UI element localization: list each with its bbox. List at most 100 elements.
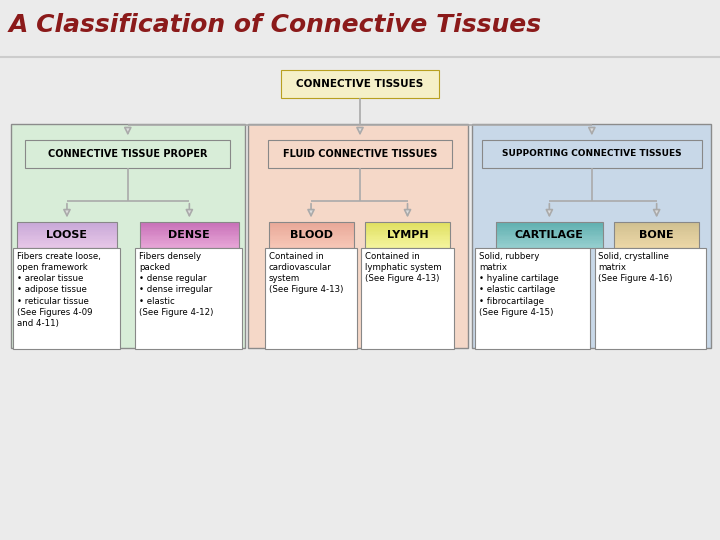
FancyBboxPatch shape xyxy=(482,140,701,168)
Text: DENSE: DENSE xyxy=(168,230,210,240)
FancyBboxPatch shape xyxy=(496,242,603,244)
FancyBboxPatch shape xyxy=(269,239,354,240)
FancyBboxPatch shape xyxy=(496,234,603,235)
FancyBboxPatch shape xyxy=(365,238,450,239)
Text: BLOOD: BLOOD xyxy=(289,230,333,240)
FancyBboxPatch shape xyxy=(17,234,117,235)
FancyBboxPatch shape xyxy=(614,247,699,248)
FancyBboxPatch shape xyxy=(472,124,711,348)
FancyBboxPatch shape xyxy=(496,235,603,236)
FancyBboxPatch shape xyxy=(269,225,354,226)
FancyBboxPatch shape xyxy=(365,245,450,247)
Text: LOOSE: LOOSE xyxy=(47,230,87,240)
FancyBboxPatch shape xyxy=(496,240,603,241)
FancyBboxPatch shape xyxy=(140,244,239,245)
Text: CONNECTIVE TISSUES: CONNECTIVE TISSUES xyxy=(297,79,423,89)
FancyBboxPatch shape xyxy=(17,239,117,240)
FancyBboxPatch shape xyxy=(365,244,450,245)
FancyBboxPatch shape xyxy=(140,227,239,228)
FancyBboxPatch shape xyxy=(269,235,354,236)
FancyBboxPatch shape xyxy=(140,231,239,232)
FancyBboxPatch shape xyxy=(496,228,603,230)
FancyBboxPatch shape xyxy=(17,230,117,231)
FancyBboxPatch shape xyxy=(17,247,117,248)
FancyBboxPatch shape xyxy=(17,244,117,245)
FancyBboxPatch shape xyxy=(140,234,239,235)
FancyBboxPatch shape xyxy=(614,240,699,241)
FancyBboxPatch shape xyxy=(269,247,354,248)
FancyBboxPatch shape xyxy=(269,231,354,232)
FancyBboxPatch shape xyxy=(17,240,117,241)
FancyBboxPatch shape xyxy=(365,232,450,234)
FancyBboxPatch shape xyxy=(365,234,450,235)
Text: A Classification of Connective Tissues: A Classification of Connective Tissues xyxy=(9,14,541,37)
FancyBboxPatch shape xyxy=(614,234,699,235)
FancyBboxPatch shape xyxy=(614,244,699,245)
Text: BONE: BONE xyxy=(639,230,674,240)
FancyBboxPatch shape xyxy=(614,241,699,242)
FancyBboxPatch shape xyxy=(140,222,239,223)
FancyBboxPatch shape xyxy=(496,239,603,240)
FancyBboxPatch shape xyxy=(365,225,450,226)
Text: CARTILAGE: CARTILAGE xyxy=(515,230,584,240)
FancyBboxPatch shape xyxy=(614,235,699,236)
FancyBboxPatch shape xyxy=(17,241,117,242)
FancyBboxPatch shape xyxy=(365,241,450,242)
FancyBboxPatch shape xyxy=(281,70,439,98)
FancyBboxPatch shape xyxy=(140,242,239,244)
FancyBboxPatch shape xyxy=(365,222,450,223)
FancyBboxPatch shape xyxy=(365,247,450,248)
FancyBboxPatch shape xyxy=(140,223,239,225)
FancyBboxPatch shape xyxy=(269,241,354,242)
FancyBboxPatch shape xyxy=(17,238,117,239)
FancyBboxPatch shape xyxy=(269,242,354,244)
FancyBboxPatch shape xyxy=(496,241,603,242)
FancyBboxPatch shape xyxy=(269,244,354,245)
FancyBboxPatch shape xyxy=(269,245,354,247)
FancyBboxPatch shape xyxy=(496,225,603,226)
FancyBboxPatch shape xyxy=(365,235,450,236)
FancyBboxPatch shape xyxy=(496,245,603,247)
FancyBboxPatch shape xyxy=(365,230,450,231)
FancyBboxPatch shape xyxy=(496,222,603,223)
FancyBboxPatch shape xyxy=(614,230,699,231)
Text: Contained in
lymphatic system
(See Figure 4-13): Contained in lymphatic system (See Figur… xyxy=(365,252,441,284)
FancyBboxPatch shape xyxy=(269,226,354,227)
Text: FLUID CONNECTIVE TISSUES: FLUID CONNECTIVE TISSUES xyxy=(283,149,437,159)
FancyBboxPatch shape xyxy=(140,245,239,247)
FancyBboxPatch shape xyxy=(614,223,699,225)
FancyBboxPatch shape xyxy=(595,248,706,349)
Text: Fibers densely
packed
• dense regular
• dense irregular
• elastic
(See Figure 4-: Fibers densely packed • dense regular • … xyxy=(139,252,213,316)
FancyBboxPatch shape xyxy=(140,232,239,234)
FancyBboxPatch shape xyxy=(17,231,117,232)
FancyBboxPatch shape xyxy=(496,232,603,234)
FancyBboxPatch shape xyxy=(248,124,468,348)
FancyBboxPatch shape xyxy=(269,222,354,223)
Text: Fibers create loose,
open framework
• areolar tissue
• adipose tissue
• reticula: Fibers create loose, open framework • ar… xyxy=(17,252,100,328)
FancyBboxPatch shape xyxy=(17,236,117,238)
FancyBboxPatch shape xyxy=(365,228,450,230)
FancyBboxPatch shape xyxy=(17,226,117,227)
FancyBboxPatch shape xyxy=(496,230,603,231)
FancyBboxPatch shape xyxy=(365,236,450,238)
FancyBboxPatch shape xyxy=(140,226,239,227)
FancyBboxPatch shape xyxy=(496,247,603,248)
FancyBboxPatch shape xyxy=(269,230,354,231)
FancyBboxPatch shape xyxy=(140,230,239,231)
FancyBboxPatch shape xyxy=(614,227,699,228)
FancyBboxPatch shape xyxy=(269,228,354,230)
FancyBboxPatch shape xyxy=(140,235,239,236)
FancyBboxPatch shape xyxy=(496,238,603,239)
FancyBboxPatch shape xyxy=(140,247,239,248)
FancyBboxPatch shape xyxy=(13,248,120,349)
FancyBboxPatch shape xyxy=(269,238,354,239)
FancyBboxPatch shape xyxy=(614,231,699,232)
FancyBboxPatch shape xyxy=(17,232,117,234)
Text: CONNECTIVE TISSUE PROPER: CONNECTIVE TISSUE PROPER xyxy=(48,149,207,159)
Text: Solid, rubbery
matrix
• hyaline cartilage
• elastic cartilage
• fibrocartilage
(: Solid, rubbery matrix • hyaline cartilag… xyxy=(479,252,559,316)
FancyBboxPatch shape xyxy=(614,238,699,239)
FancyBboxPatch shape xyxy=(11,124,245,348)
FancyBboxPatch shape xyxy=(361,248,454,349)
FancyBboxPatch shape xyxy=(614,228,699,230)
FancyBboxPatch shape xyxy=(17,222,117,223)
